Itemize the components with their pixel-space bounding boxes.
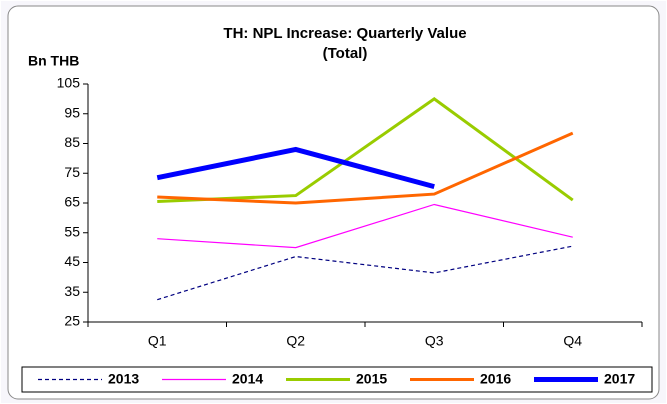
legend-label: 2014	[232, 371, 263, 387]
series-line	[157, 131, 574, 205]
legend-label: 2015	[356, 371, 387, 387]
series-line	[157, 245, 573, 301]
legend-label: 2016	[480, 371, 511, 387]
x-tick-label: Q1	[148, 333, 167, 349]
x-tick-label: Q3	[425, 333, 444, 349]
y-tick-label: 95	[64, 104, 80, 120]
y-axis-label: Bn THB	[28, 53, 79, 69]
legend-label: 2013	[108, 371, 139, 387]
chart-title: TH: NPL Increase: Quarterly Value	[223, 25, 466, 42]
y-tick-label: 35	[64, 283, 80, 299]
x-tick-label: Q2	[286, 333, 305, 349]
chart-frame	[7, 5, 660, 400]
chart-title: (Total)	[323, 45, 368, 62]
y-tick-label: 45	[64, 253, 80, 269]
series-line	[157, 203, 573, 249]
series-line	[156, 146, 435, 190]
y-tick-label: 25	[64, 313, 80, 329]
x-tick-label: Q4	[563, 333, 582, 349]
legend-label: 2017	[604, 371, 635, 387]
y-tick-label: 65	[64, 194, 80, 210]
y-tick-label: 55	[64, 223, 80, 239]
y-tick-label: 105	[57, 75, 81, 91]
y-tick-label: 85	[64, 134, 80, 150]
y-tick-label: 75	[64, 164, 80, 180]
